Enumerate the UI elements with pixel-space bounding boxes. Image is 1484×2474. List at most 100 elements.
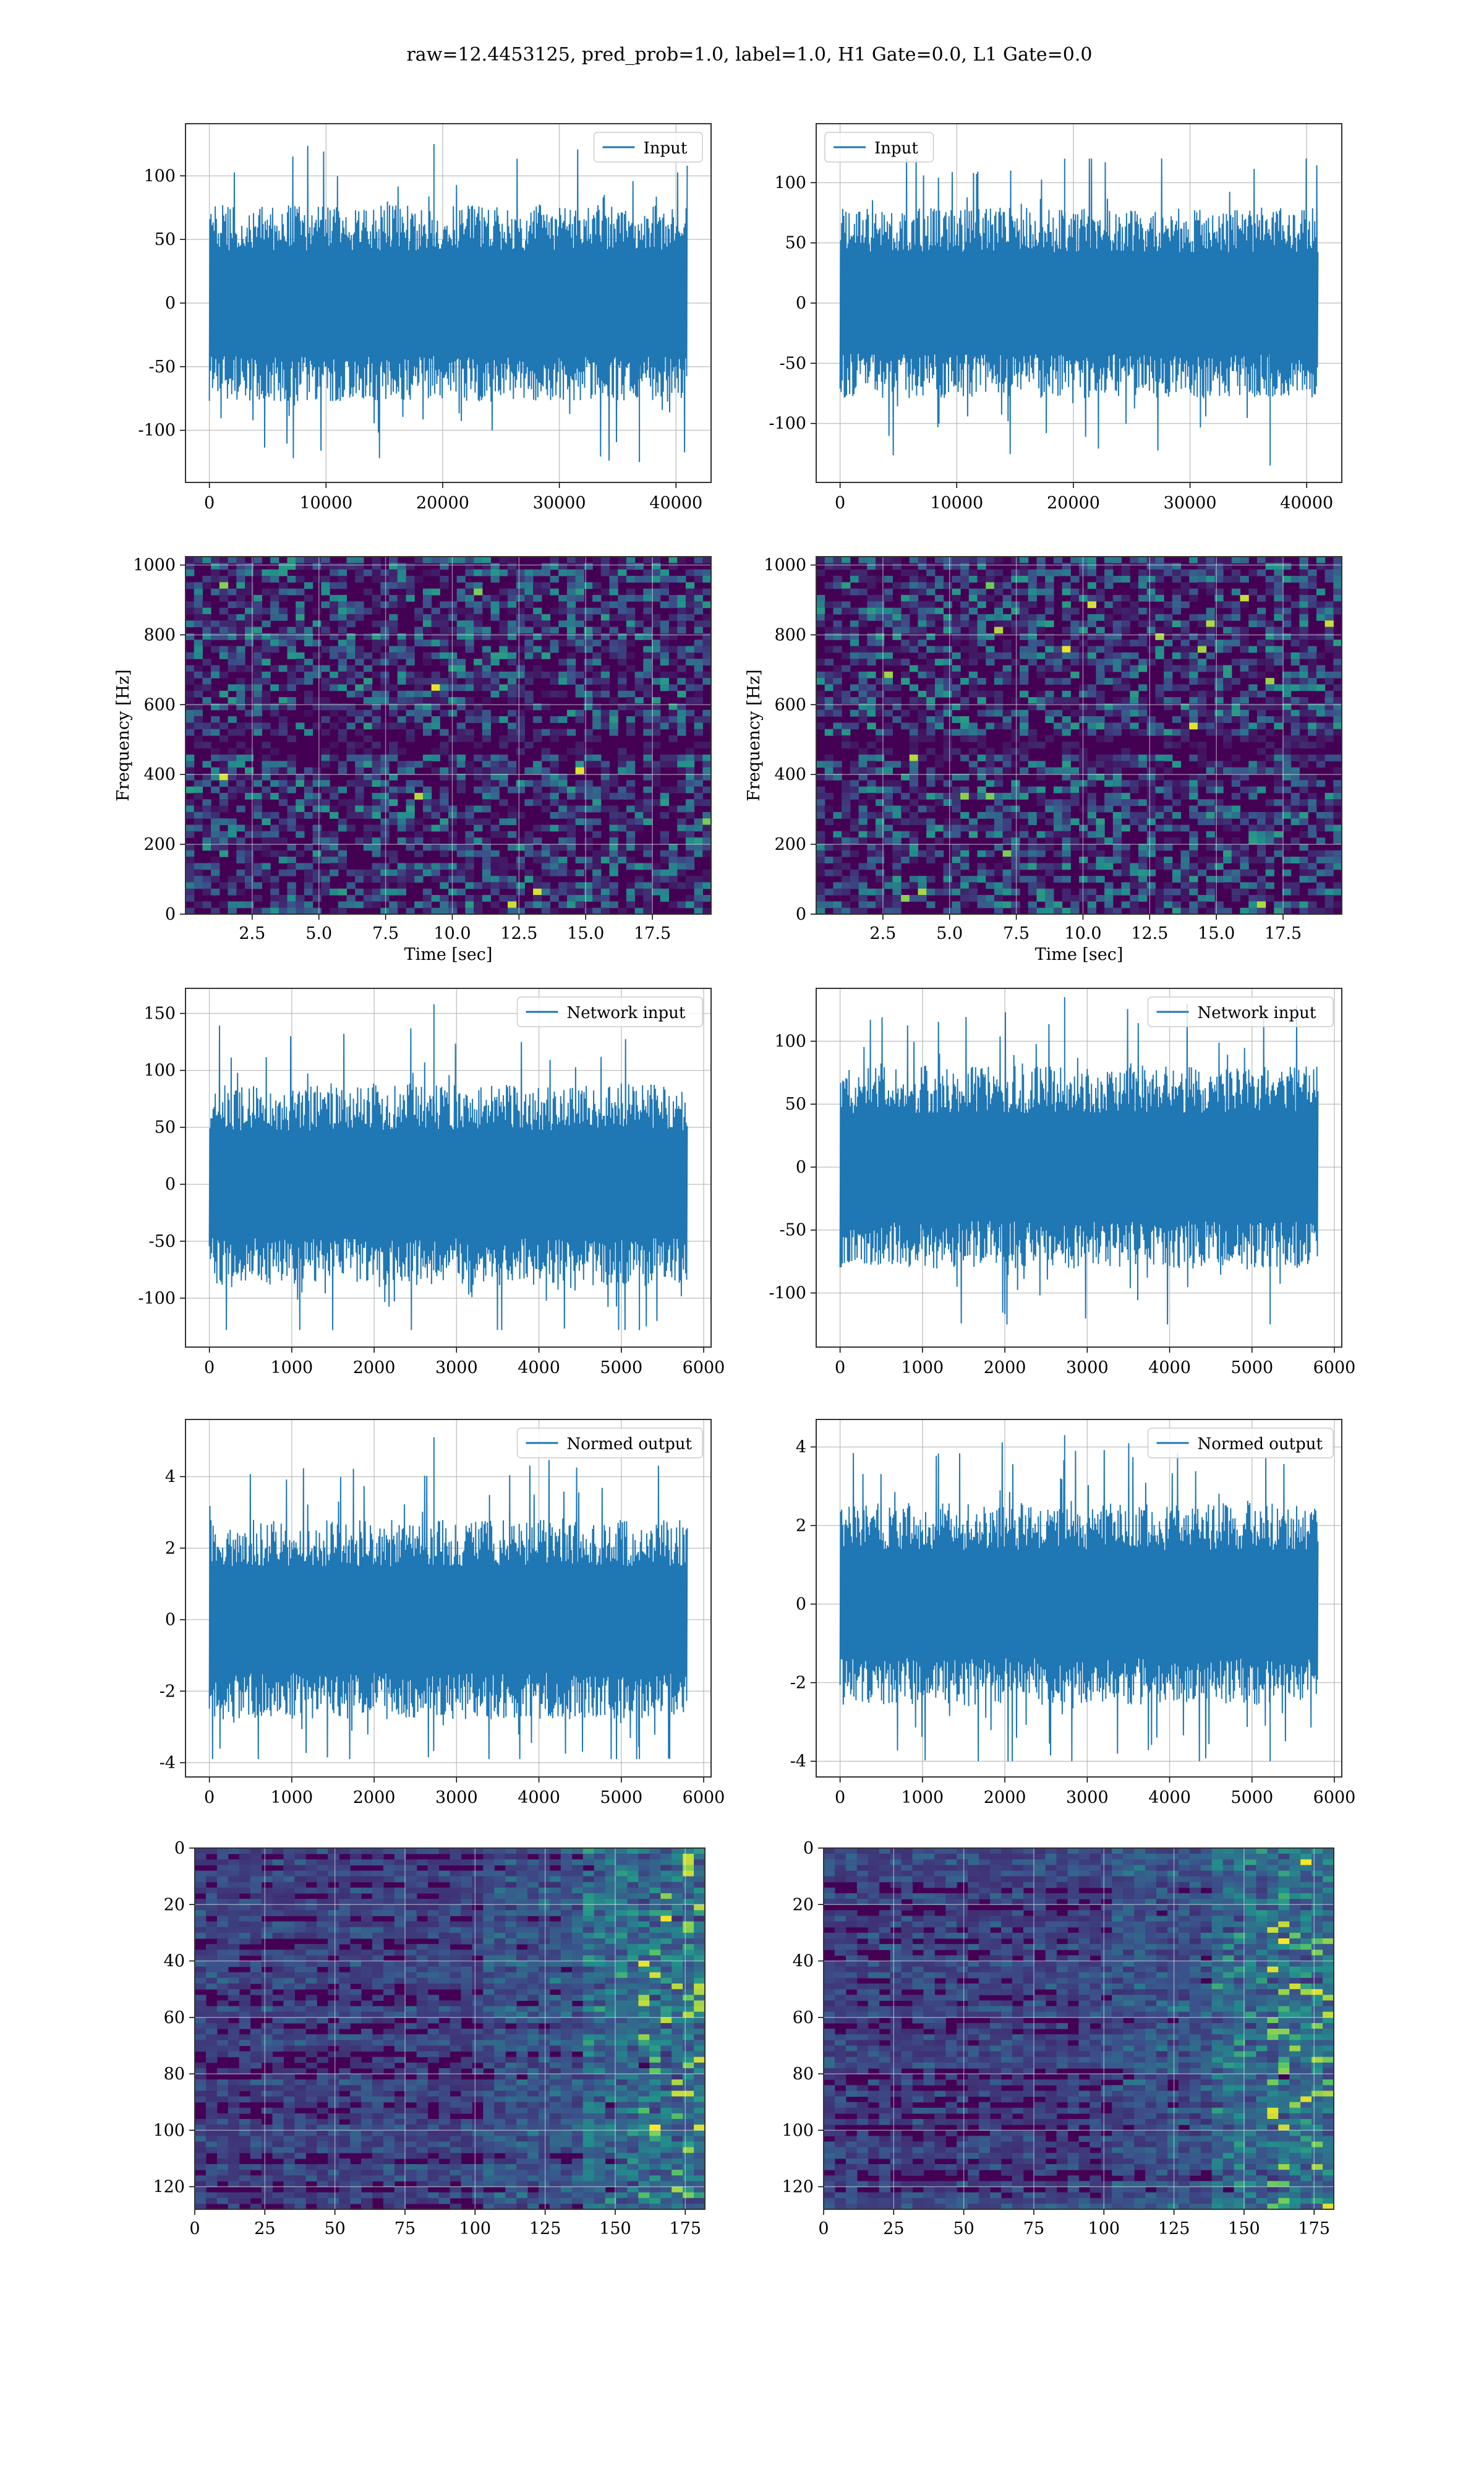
feature-map-left-cell — [438, 1859, 451, 1865]
feature-map-left-cell — [261, 1893, 273, 1899]
spectrogram-left-cell — [312, 627, 322, 634]
spectrogram-left-cell — [406, 876, 415, 883]
spectrogram-left-cell — [685, 684, 695, 691]
spectrogram-left-cell — [592, 805, 602, 813]
spectrogram-left-cell — [490, 773, 500, 781]
spectrogram-left-cell — [668, 857, 678, 863]
spectrogram-left-cell — [228, 773, 237, 781]
normed-output-right-series-band — [840, 1550, 1318, 1658]
spectrogram-right-cell — [952, 563, 961, 570]
spectrogram-right-cell — [901, 709, 910, 717]
input-right-frame — [816, 123, 1342, 483]
feature-map-left-cell — [516, 1910, 528, 1917]
feature-map-left-cell — [205, 1921, 218, 1928]
spectrogram-right-cell — [1112, 755, 1122, 761]
spectrogram-left-cell — [677, 857, 686, 863]
spectrogram-left-cell — [660, 811, 669, 819]
spectrogram-left-cell — [228, 633, 237, 640]
spectrogram-right-cell — [1138, 697, 1148, 704]
spectrogram-left-cell — [584, 792, 593, 800]
spectrogram-right-cell — [1011, 850, 1020, 857]
spectrogram-left-cell — [202, 671, 211, 678]
spectrogram-left-cell — [618, 811, 627, 819]
spectrogram-right-cell — [1189, 690, 1198, 698]
feature-map-left-cell — [649, 1881, 661, 1888]
spectrogram-left-cell — [440, 799, 449, 807]
spectrogram-right-cell — [1180, 869, 1190, 876]
spectrogram-right-cell — [986, 722, 995, 730]
spectrogram-right-cell — [1011, 709, 1020, 717]
spectrogram-right-cell — [816, 811, 825, 819]
spectrogram-left-cell — [380, 869, 390, 876]
spectrogram-left-cell — [202, 582, 211, 589]
feature-map-left-cell — [616, 1854, 628, 1860]
feature-map-left-cell — [627, 1859, 639, 1865]
spectrogram-left-cell — [287, 684, 296, 691]
spectrogram-left-cell — [262, 811, 271, 819]
spectrogram-right-cell — [892, 716, 902, 723]
spectrogram-right-cell — [858, 831, 868, 838]
spectrogram-right-cell — [1189, 792, 1198, 800]
spectrogram-left-cell — [677, 665, 686, 672]
spectrogram-left-cell — [643, 811, 652, 819]
spectrogram-right-cell — [968, 690, 978, 698]
spectrogram-left-cell — [304, 678, 313, 685]
spectrogram-left-cell — [694, 755, 703, 761]
spectrogram-right-cell — [1130, 869, 1139, 876]
spectrogram-right-cell — [1112, 627, 1122, 634]
spectrogram-right-cell — [867, 844, 876, 851]
spectrogram-right-cell — [892, 684, 902, 691]
spectrogram-right-cell — [1062, 907, 1071, 915]
spectrogram-left-cell — [440, 709, 449, 717]
spectrogram-right-cell — [1020, 646, 1029, 653]
spectrogram-right-cell — [1274, 786, 1283, 794]
spectrogram-left-cell — [566, 837, 576, 844]
spectrogram-left-cell — [440, 690, 449, 698]
spectrogram-left-cell — [440, 678, 449, 685]
spectrogram-left-cell — [186, 697, 195, 704]
spectrogram-right-cell — [1028, 786, 1037, 794]
spectrogram-right-cell — [1223, 716, 1232, 723]
spectrogram-left-cell — [397, 761, 406, 768]
feature-map-left-cell — [483, 1915, 495, 1922]
spectrogram-right-cell — [1223, 703, 1232, 711]
spectrogram-left-cell — [304, 697, 313, 704]
spectrogram-right-cell — [1299, 761, 1308, 768]
feature-map-left-cell — [472, 1915, 484, 1922]
spectrogram-left-cell — [643, 588, 652, 596]
spectrogram-right-cell — [1231, 844, 1241, 851]
feature-map-left-cell — [383, 1893, 395, 1899]
spectrogram-left-cell — [262, 640, 271, 647]
spectrogram-left-cell — [270, 594, 279, 602]
spectrogram-right-cell — [1036, 863, 1046, 870]
spectrogram-right-cell — [1096, 588, 1105, 596]
spectrogram-right-cell — [960, 620, 970, 628]
feature-map-left-cell — [461, 1887, 472, 1894]
spectrogram-left-cell — [389, 569, 398, 576]
spectrogram-left-cell — [702, 620, 712, 628]
spectrogram-right-cell — [1223, 844, 1232, 851]
spectrogram-right-cell — [1223, 824, 1232, 832]
spectrogram-left-cell — [312, 652, 322, 659]
spectrogram-right-cell — [1223, 678, 1232, 685]
spectrogram-left-cell — [694, 690, 703, 698]
spectrogram-right-cell — [1248, 703, 1258, 711]
spectrogram-left-cell — [584, 678, 593, 685]
spectrogram-right-cell — [1002, 748, 1012, 755]
feature-map-left-cell — [461, 1904, 472, 1911]
spectrogram-right-cell — [1197, 646, 1207, 653]
spectrogram-left-cell — [660, 888, 669, 896]
spectrogram-left-cell — [330, 888, 339, 896]
feature-map-left-cell — [472, 1881, 484, 1888]
input-left-xtick-label: 30000 — [533, 494, 586, 513]
spectrogram-left-cell — [508, 646, 517, 653]
spectrogram-right-cell — [858, 761, 868, 768]
spectrogram-left-cell — [219, 901, 229, 909]
spectrogram-left-cell — [355, 811, 364, 819]
spectrogram-right-cell — [1138, 773, 1148, 781]
spectrogram-right-cell — [918, 582, 927, 589]
spectrogram-left-cell — [566, 652, 576, 659]
spectrogram-left-cell — [508, 805, 517, 813]
spectrogram-left-cell — [677, 818, 686, 826]
spectrogram-right-cell — [1062, 742, 1071, 749]
